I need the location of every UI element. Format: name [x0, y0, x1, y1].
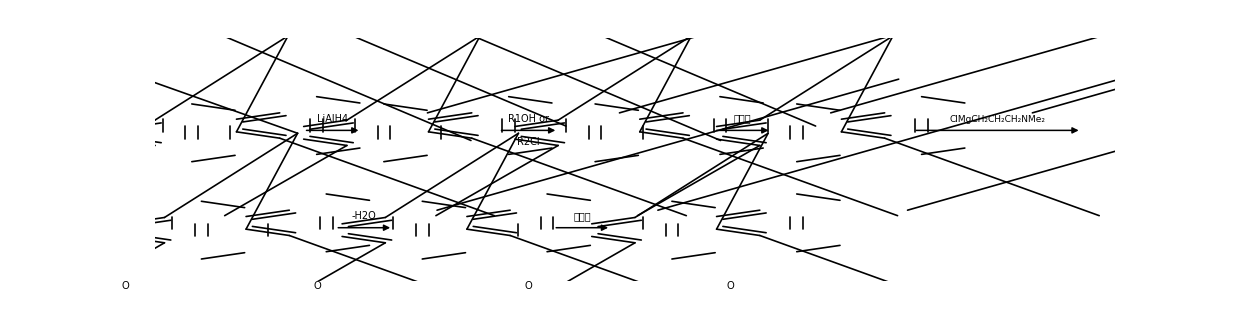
Text: O: O — [524, 281, 532, 291]
Text: ClMgCH₂CH₂CH₂NMe₂: ClMgCH₂CH₂CH₂NMe₂ — [949, 115, 1046, 124]
Text: 氧化剂: 氧化剂 — [574, 211, 591, 221]
Text: R1OH or: R1OH or — [508, 113, 549, 124]
Text: LiAlH4: LiAlH4 — [317, 113, 348, 124]
Text: O: O — [121, 281, 129, 291]
Text: 氧化剂: 氧化剂 — [733, 113, 751, 124]
Text: O: O — [726, 281, 733, 291]
Text: -H2O: -H2O — [352, 211, 377, 221]
Text: R2Cl: R2Cl — [517, 137, 540, 147]
Text: O: O — [313, 281, 321, 291]
